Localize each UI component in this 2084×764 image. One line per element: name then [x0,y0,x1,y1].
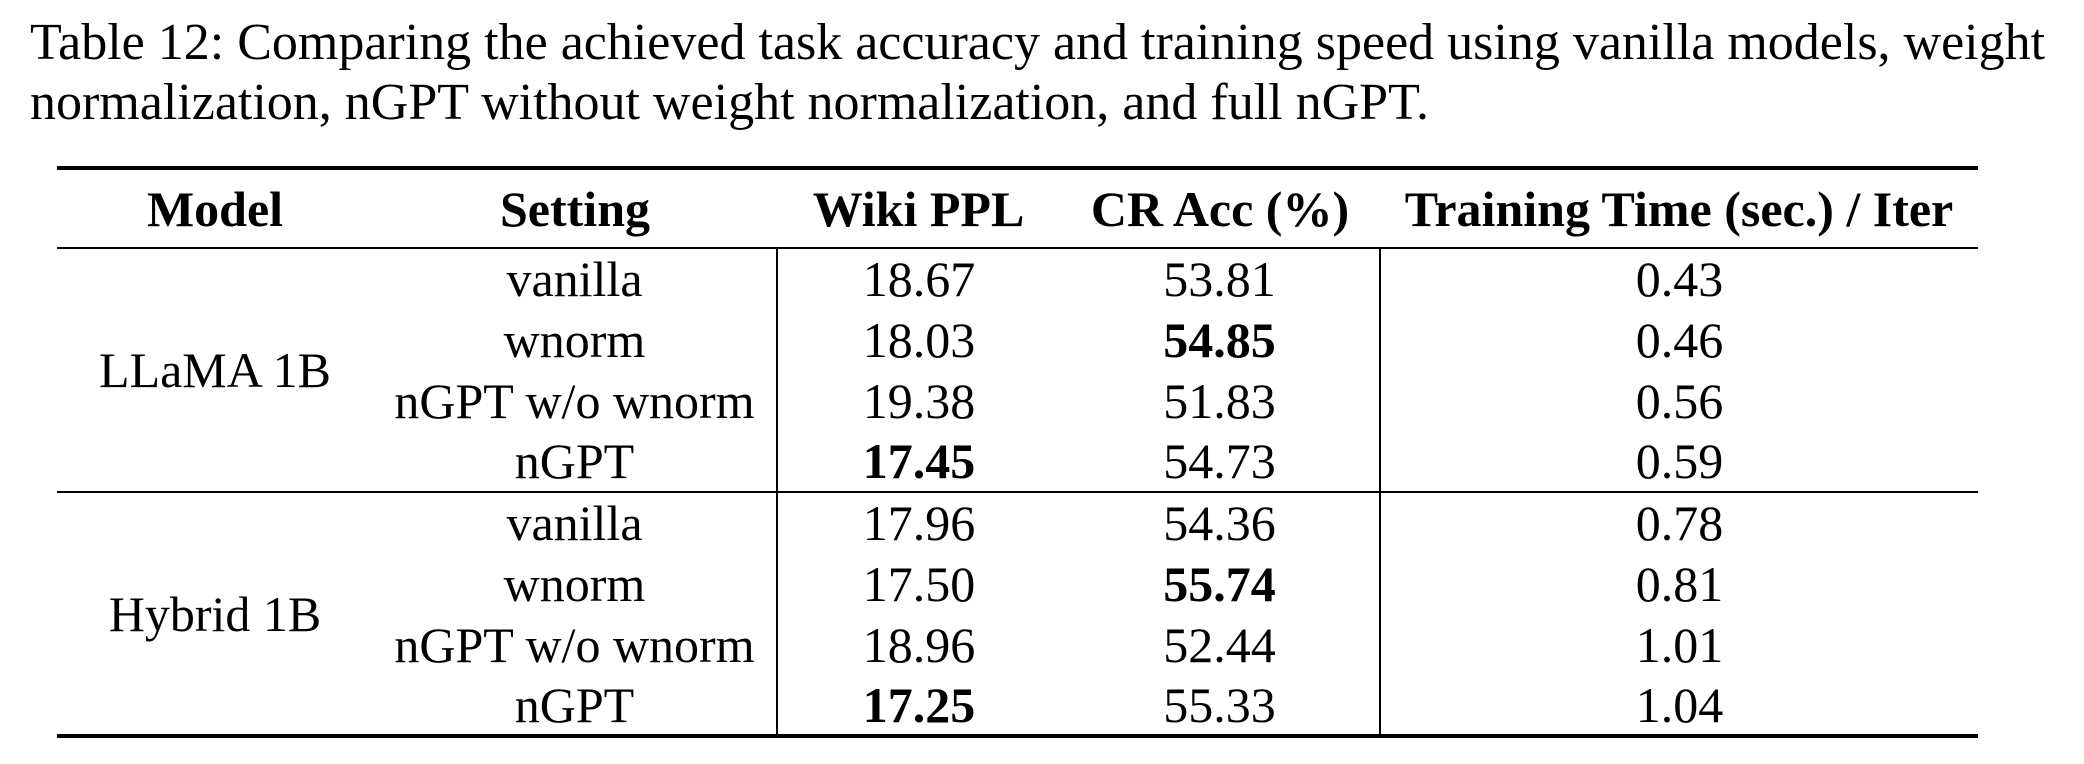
training-time-cell: 0.46 [1379,309,1978,370]
table-row: Hybrid 1B vanilla 17.96 54.36 0.78 [57,492,1978,639]
setting-cell: wnorm [503,555,646,612]
column-header-setting: Setting [373,168,777,249]
column-header-cr-acc: CR Acc (%) [1060,168,1380,249]
wiki-ppl-cell: 18.03 [776,309,1060,370]
training-time-cell: 0.59 [1379,431,1978,493]
setting-cell: vanilla [506,251,643,307]
setting-cell: nGPT [373,431,777,493]
setting-cell: wnorm [503,311,646,368]
model-cell: Hybrid 1B [108,585,322,642]
column-header-wiki-ppl: Wiki PPL [777,168,1060,249]
wiki-ppl-cell: 19.38 [776,370,1060,431]
wiki-ppl-cell: 17.96 [776,492,1060,553]
wiki-ppl-cell: 17.45 [776,431,1060,493]
training-time-cell: 1.04 [1379,675,1978,736]
cr-acc-cell: 53.81 [1163,251,1276,307]
training-time-cell: 0.56 [1379,370,1978,431]
model-group-hybrid-1b: Hybrid 1B vanilla 17.96 54.36 0.78 wnorm… [57,492,1978,736]
table-row: nGPT 17.25 55.33 1.04 [57,675,1978,736]
wiki-ppl-cell: 18.67 [776,248,1060,309]
wiki-ppl-cell: 17.50 [776,553,1060,614]
cr-acc-cell: 55.74 [1163,555,1276,612]
training-time-cell: 1.01 [1379,614,1978,675]
table-row: wnorm 17.50 55.74 0.81 [57,553,1978,614]
table-caption: Table 12: Comparing the achieved task ac… [30,13,2084,133]
training-time-cell: 0.43 [1379,248,1978,309]
setting-cell: nGPT w/o wnorm [394,616,755,673]
table-row: nGPT w/o wnorm 18.96 52.44 1.01 [57,614,1978,675]
wiki-ppl-cell: 17.25 [776,675,1060,736]
caption-line-1: Table 12: Comparing the achieved task ac… [30,14,2046,71]
cr-acc-cell: 54.73 [1060,431,1380,493]
table-row: nGPT w/o wnorm 19.38 51.83 0.56 [57,370,1978,431]
setting-cell: nGPT w/o wnorm [394,372,755,429]
training-time-cell: 0.81 [1379,553,1978,614]
column-header-model: Model [57,168,373,249]
cr-acc-cell: 54.85 [1163,311,1276,368]
table-header-row: Model Setting Wiki PPL CR Acc (%) Traini… [57,168,1978,249]
results-table: Model Setting Wiki PPL CR Acc (%) Traini… [57,166,1978,738]
cr-acc-cell: 52.44 [1163,616,1276,673]
setting-cell: nGPT [514,676,635,733]
cr-acc-cell: 51.83 [1163,372,1276,429]
caption-line-2: normalization, nGPT without weight norma… [30,74,1429,131]
table-row: nGPT 17.45 54.73 0.59 [57,431,1978,493]
training-time-cell: 0.78 [1379,492,1978,553]
cr-acc-cell: 55.33 [1163,676,1276,733]
setting-cell: vanilla [506,495,643,551]
column-header-training-time: Training Time (sec.) / Iter [1380,168,1978,249]
table-row: wnorm 18.03 54.85 0.46 [57,309,1978,370]
table-row: LLaMA 1B vanilla 18.67 53.81 0.43 [57,248,1978,493]
cr-acc-cell: 54.36 [1163,495,1276,551]
model-cell: LLaMA 1B [57,248,373,493]
wiki-ppl-cell: 18.96 [776,614,1060,675]
model-group-llama-1b: LLaMA 1B vanilla 18.67 53.81 0.43 wnorm … [57,248,1978,493]
